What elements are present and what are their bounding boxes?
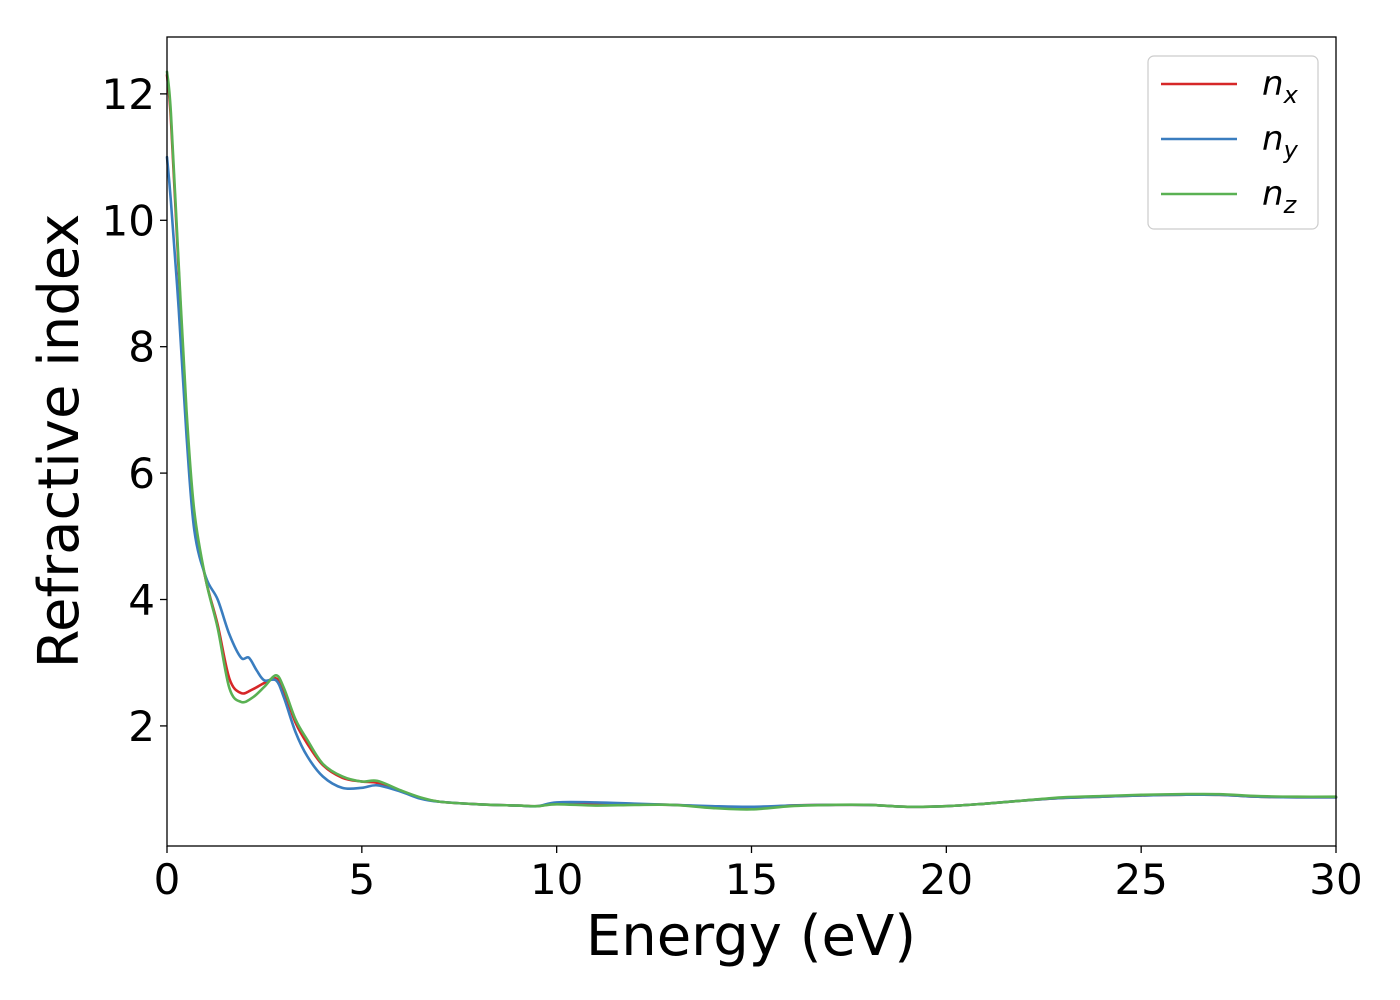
x-tick-label: 10 — [530, 855, 583, 904]
legend-label-x: nx — [1262, 64, 1299, 109]
legend: nx ny nz — [1147, 55, 1319, 230]
y-tick-label: 4 — [128, 576, 155, 625]
y-axis-label: Refractive index — [27, 214, 92, 669]
y-tick-label: 6 — [128, 449, 155, 498]
legend-box — [1147, 55, 1319, 230]
legend-label-y: ny — [1262, 119, 1299, 164]
legend-label-z: nz — [1262, 174, 1298, 219]
y-axis: 2 4 6 8 10 12 — [102, 70, 167, 751]
x-tick-label: 5 — [348, 855, 375, 904]
x-tick-label: 0 — [154, 855, 181, 904]
x-axis: 0 5 10 15 20 25 30 — [154, 846, 1363, 904]
y-tick-label: 8 — [128, 323, 155, 372]
series-layer — [165, 70, 1338, 811]
y-tick-label: 2 — [128, 702, 155, 751]
x-tick-label: 15 — [725, 855, 778, 904]
x-tick-label: 25 — [1114, 855, 1167, 904]
x-tick-label: 30 — [1309, 855, 1362, 904]
y-tick-label: 10 — [102, 196, 155, 245]
series-line-z — [165, 70, 1338, 811]
x-tick-label: 20 — [920, 855, 973, 904]
x-axis-label: Energy (eV) — [586, 904, 916, 969]
y-tick-label: 12 — [102, 70, 155, 119]
legend-items: nx ny nz — [1161, 64, 1299, 219]
